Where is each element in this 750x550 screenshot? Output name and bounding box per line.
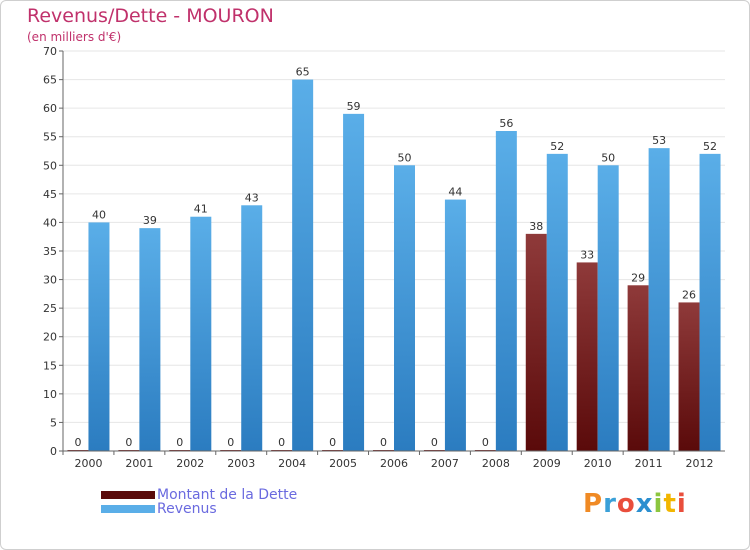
bar-revenus — [292, 79, 314, 452]
data-label-dette: 0 — [329, 436, 336, 449]
y-tick-label: 30 — [43, 274, 57, 287]
data-label-dette: 38 — [529, 220, 543, 233]
data-label-dette: 0 — [125, 436, 132, 449]
y-tick-label: 15 — [43, 359, 57, 372]
data-label-revenus: 52 — [550, 140, 564, 153]
data-label-dette: 29 — [631, 271, 645, 284]
x-tick-label: 2003 — [227, 457, 255, 470]
x-tick-label: 2002 — [176, 457, 204, 470]
y-tick-label: 60 — [43, 102, 57, 115]
y-tick-label: 10 — [43, 388, 57, 401]
data-label-dette: 0 — [227, 436, 234, 449]
y-tick-label: 55 — [43, 131, 57, 144]
data-label-dette: 26 — [682, 288, 696, 301]
x-tick-label: 2004 — [278, 457, 306, 470]
data-label-revenus: 39 — [143, 214, 157, 227]
legend-item-dette: Montant de la Dette — [101, 486, 297, 504]
logo-letter: P — [583, 489, 604, 519]
data-label-revenus: 44 — [448, 186, 462, 199]
x-tick-label: 2001 — [125, 457, 153, 470]
bar-revenus — [546, 153, 568, 451]
bar-revenus — [444, 199, 466, 451]
x-tick-label: 2011 — [635, 457, 663, 470]
y-tick-label: 5 — [50, 416, 57, 429]
logo-letter: t — [663, 489, 677, 519]
y-tick-label: 25 — [43, 302, 57, 315]
bars: 0 40 0 39 0 41 0 43 0 65 0 59 0 50 0 44 0 56 38 52 33 50 29 53 2… — [67, 66, 721, 452]
bar-revenus — [495, 131, 517, 451]
logo-letter: o — [616, 489, 636, 519]
data-label-dette: 0 — [74, 436, 81, 449]
y-tick-label: 50 — [43, 159, 57, 172]
bar-revenus — [597, 165, 619, 452]
chart-title: Revenus/Dette - MOURON — [27, 5, 274, 27]
bar-revenus — [88, 222, 110, 451]
x-tick-label: 2010 — [584, 457, 612, 470]
data-label-dette: 0 — [176, 436, 183, 449]
data-label-revenus: 53 — [652, 134, 666, 147]
y-tick-label: 45 — [43, 188, 57, 201]
x-tick-label: 2005 — [329, 457, 357, 470]
bar-dette — [525, 233, 547, 451]
data-label-dette: 0 — [380, 436, 387, 449]
bar-revenus — [394, 165, 415, 452]
data-label-revenus: 40 — [92, 208, 106, 221]
data-label-dette: 0 — [482, 436, 489, 449]
bar-dette — [576, 262, 598, 451]
x-tick-label: 2008 — [482, 457, 510, 470]
data-label-dette: 0 — [278, 436, 285, 449]
legend-label-revenus: Revenus — [157, 501, 217, 517]
x-tick-label: 2012 — [686, 457, 714, 470]
logo-letter: i — [676, 489, 687, 519]
x-tick-label: 2009 — [533, 457, 561, 470]
y-tick-label: 35 — [43, 245, 57, 258]
legend-label-dette: Montant de la Dette — [157, 487, 298, 503]
x-tick-label: 2000 — [74, 457, 102, 470]
chart-subtitle: (en milliers d'€) — [27, 30, 122, 44]
bar-revenus — [343, 113, 365, 451]
data-label-revenus: 50 — [398, 151, 412, 164]
data-label-revenus: 52 — [703, 140, 717, 153]
y-tick-label: 40 — [43, 216, 57, 229]
data-label-revenus: 59 — [347, 100, 361, 113]
legend-swatch-revenus — [101, 505, 155, 513]
logo-letter: i — [653, 489, 664, 519]
x-tick-label: 2006 — [380, 457, 408, 470]
data-label-revenus: 65 — [296, 66, 310, 79]
x-tick-label: 2007 — [431, 457, 459, 470]
bar-dette — [627, 285, 649, 451]
axes: 0 5 10 15 20 25 30 35 40 45 50 55 60 65 70 2000 2001 2002… — [43, 45, 725, 470]
data-label-revenus: 56 — [499, 117, 513, 130]
bar-revenus — [699, 153, 721, 451]
bar-revenus — [139, 228, 161, 451]
legend-swatch-dette — [101, 491, 155, 499]
logo-letter: r — [603, 489, 617, 519]
y-tick-label: 0 — [50, 445, 57, 458]
data-label-dette: 0 — [431, 436, 438, 449]
y-tick-label: 70 — [43, 45, 57, 58]
bar-revenus — [648, 148, 670, 451]
data-label-revenus: 41 — [194, 203, 208, 216]
y-tick-label: 65 — [43, 74, 57, 87]
data-label-revenus: 43 — [245, 191, 259, 204]
proxiti-logo: Proxiti — [583, 489, 687, 519]
y-tick-label: 20 — [43, 331, 57, 344]
bar-revenus — [190, 216, 212, 451]
data-label-revenus: 50 — [601, 151, 615, 164]
data-label-dette: 33 — [580, 248, 594, 261]
logo-letter: x — [635, 489, 654, 519]
legend-item-revenus: Revenus — [101, 500, 217, 518]
bar-revenus — [241, 205, 263, 451]
bar-dette — [678, 302, 700, 451]
